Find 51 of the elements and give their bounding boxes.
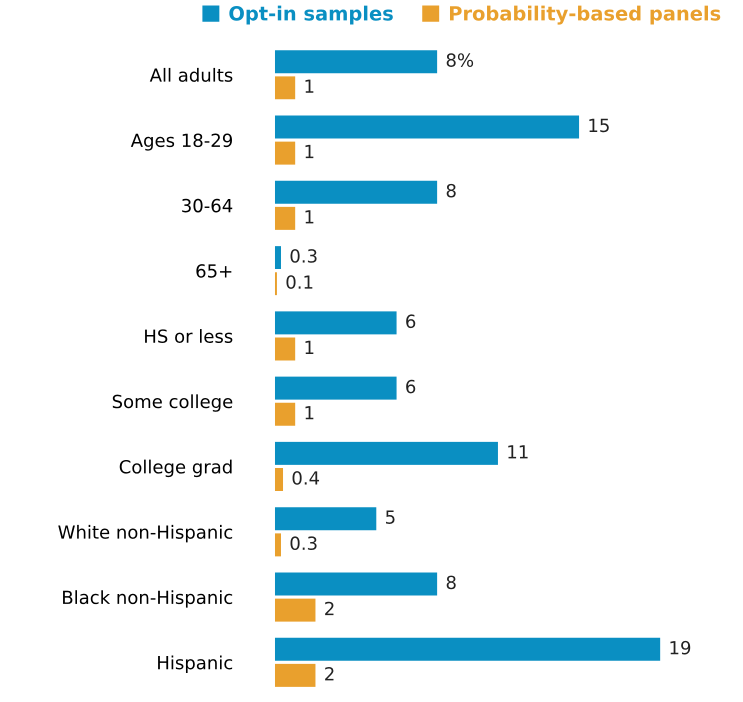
y-tick-label: 65+ (196, 264, 232, 278)
y-tick-label: Ages 18-29 (130, 134, 232, 151)
data-label: 1 (306, 210, 314, 224)
data-label: 6 (406, 314, 416, 328)
y-tick-label: Hispanic (158, 655, 232, 673)
data-label: 19 (670, 640, 690, 655)
legend-label: Probability-based panels (450, 6, 720, 25)
bar (274, 206, 296, 230)
bar (274, 337, 296, 360)
data-label: 15 (589, 118, 609, 132)
bar (274, 638, 660, 661)
y-tick-label: HS or less (145, 329, 232, 344)
data-label: 2 (325, 602, 334, 616)
bar (274, 402, 296, 426)
bar (274, 246, 281, 270)
bar (274, 572, 438, 596)
bar (274, 533, 281, 556)
data-label: 11 (508, 445, 528, 458)
data-label: 8 (446, 576, 456, 590)
bar (274, 50, 438, 74)
data-label: 8 (446, 184, 456, 198)
y-tick-label: Some college (112, 394, 232, 412)
data-label: 1 (306, 144, 314, 158)
data-label: 2 (325, 666, 334, 680)
data-label: 0.3 (290, 249, 317, 263)
data-label: 0.3 (290, 536, 317, 550)
bar (274, 468, 284, 492)
data-label: 0.4 (292, 471, 320, 485)
bar (274, 442, 498, 465)
y-tick-label: Black non-Hispanic (63, 590, 232, 608)
bar (274, 142, 296, 165)
bar (274, 116, 580, 138)
y-tick-label: 30-64 (182, 198, 232, 212)
data-label: 6 (406, 380, 416, 394)
bar (274, 376, 397, 400)
data-label: 0.1 (286, 275, 312, 289)
data-label: 1 (306, 340, 314, 354)
bar (274, 311, 397, 334)
y-tick-label: All adults (150, 68, 232, 82)
legend-label: Opt-in samples (229, 6, 393, 24)
data-label: 1 (306, 406, 314, 420)
data-label: 8% (446, 53, 474, 67)
data-label: 1 (306, 80, 314, 93)
bar (274, 598, 316, 622)
bar (274, 76, 296, 100)
bar (274, 180, 438, 204)
bar (274, 664, 316, 687)
y-tick-label: White non-Hispanic (58, 524, 232, 542)
bar (274, 507, 376, 530)
y-tick-label: College grad (120, 460, 232, 478)
data-label: 5 (386, 510, 395, 524)
